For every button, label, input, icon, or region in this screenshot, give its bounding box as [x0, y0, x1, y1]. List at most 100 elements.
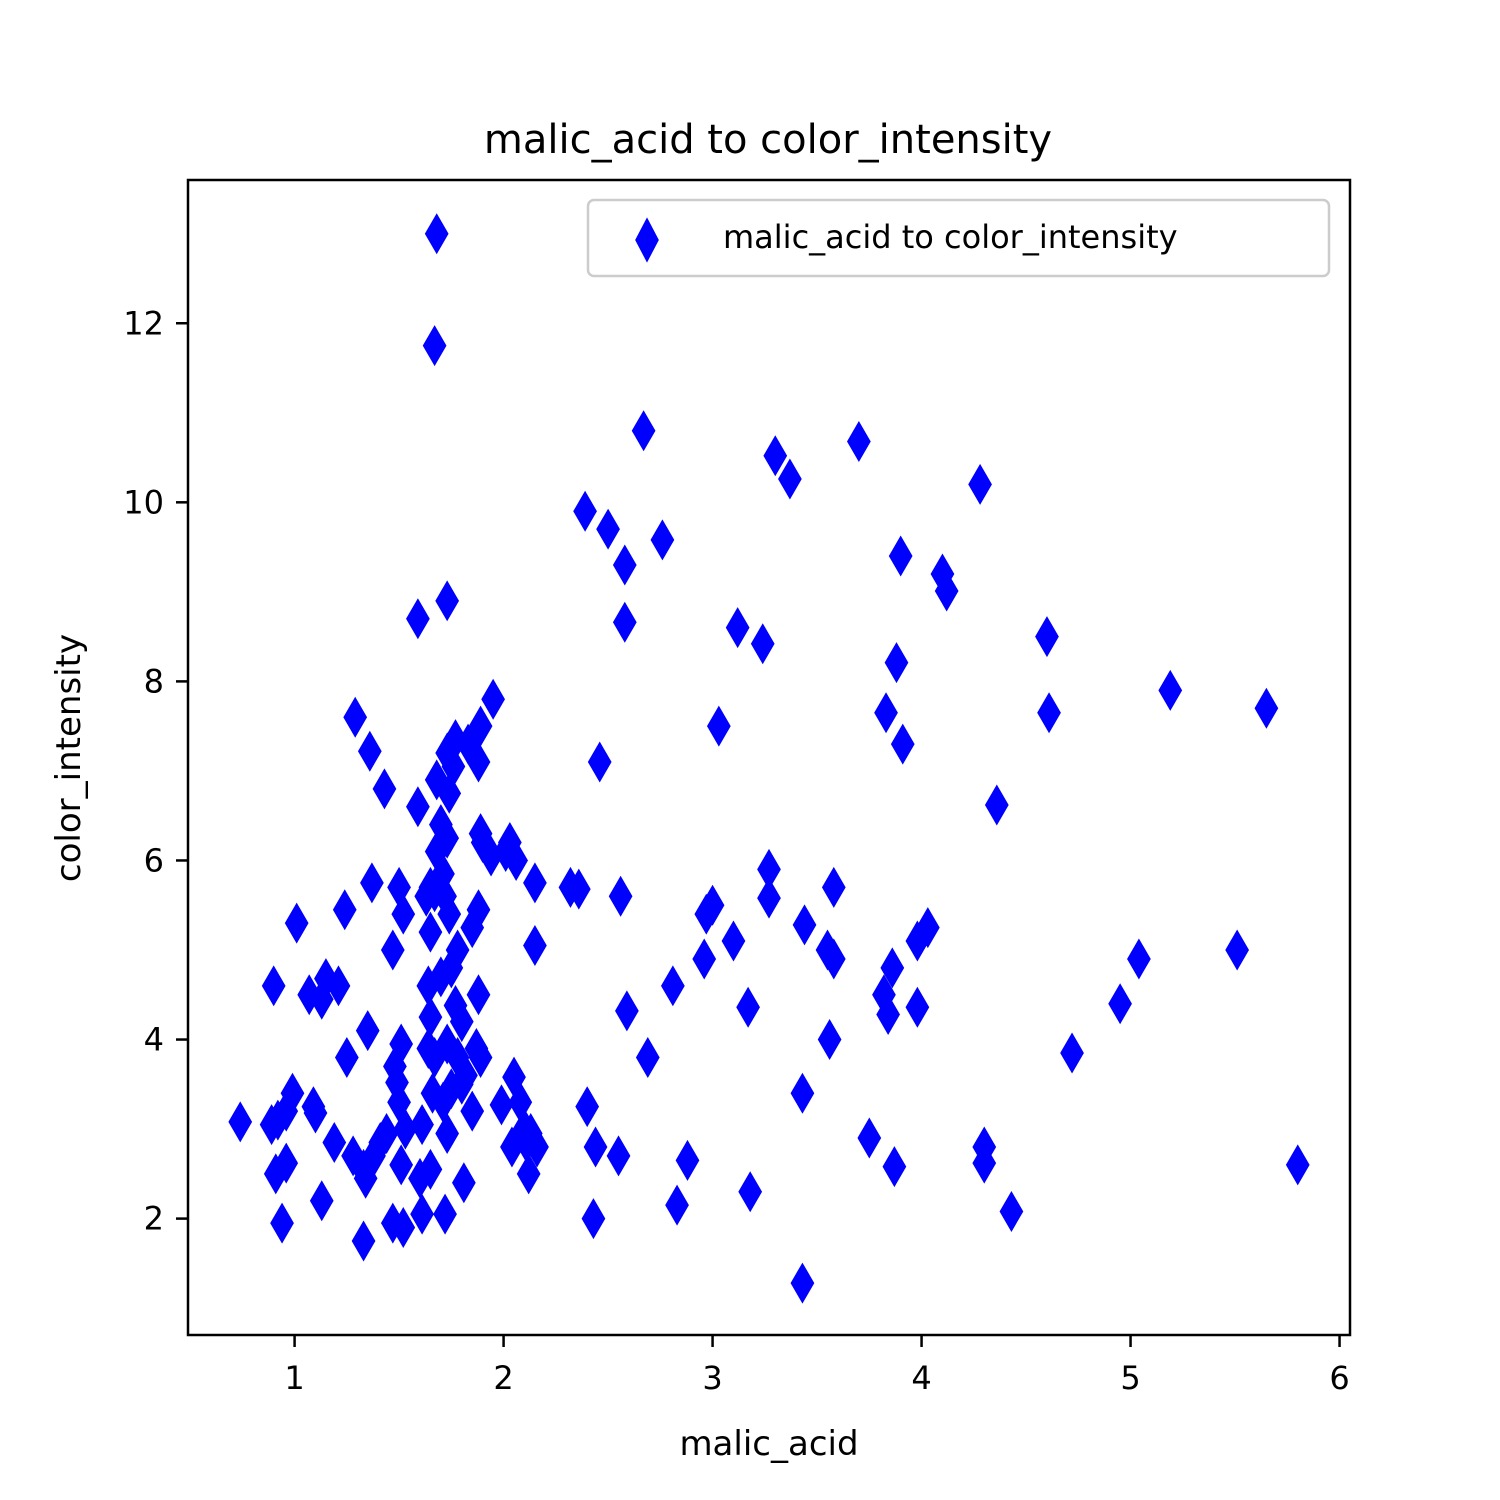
data-point [1254, 687, 1279, 729]
data-point [587, 741, 612, 783]
y-tick-label: 10 [123, 483, 164, 521]
data-point [418, 911, 443, 953]
data-point [736, 986, 760, 1028]
y-tick-label: 2 [144, 1200, 164, 1238]
data-point [884, 642, 909, 684]
data-point [504, 839, 528, 881]
data-point [606, 1135, 631, 1177]
data-point [792, 904, 817, 946]
data-point [303, 1092, 328, 1134]
data-point [1285, 1144, 1310, 1186]
data-point [228, 1101, 253, 1143]
plot-area-frame [186, 178, 1352, 1337]
data-point [406, 598, 430, 640]
data-point [523, 925, 547, 967]
data-point [1060, 1032, 1084, 1074]
data-point [882, 1146, 907, 1188]
data-point [334, 1036, 359, 1078]
data-point [391, 893, 416, 935]
data-point [612, 601, 637, 643]
data-point [738, 1171, 763, 1213]
data-point [972, 1142, 997, 1184]
data-point [391, 1207, 416, 1249]
data-point [372, 768, 397, 810]
data-point [414, 875, 439, 917]
legend-marker [635, 217, 659, 263]
data-point [583, 1126, 608, 1168]
data-point [1225, 929, 1250, 971]
data-point [660, 965, 685, 1007]
data-point [566, 868, 591, 910]
data-point [355, 1010, 380, 1052]
x-axis: 1 2 3 4 5 6 [284, 1335, 1350, 1397]
data-point [309, 1180, 334, 1222]
data-point [721, 920, 746, 962]
data-point [890, 723, 915, 765]
data-point [778, 458, 802, 500]
data-point [460, 907, 485, 949]
data-point [750, 623, 775, 665]
y-axis: 2 4 6 8 10 12 [123, 304, 188, 1238]
data-point [1127, 938, 1151, 980]
data-point [757, 877, 781, 919]
x-tick-label: 4 [911, 1359, 931, 1397]
x-tick-label: 6 [1329, 1359, 1349, 1397]
data-point [790, 1262, 815, 1304]
data-point [1108, 983, 1132, 1025]
data-point [357, 730, 382, 772]
data-point [380, 929, 405, 971]
data-point [435, 580, 460, 622]
data-point [437, 772, 462, 814]
data-point [612, 544, 637, 586]
x-tick-label: 2 [493, 1359, 513, 1397]
data-point [694, 893, 719, 935]
data-point [343, 696, 368, 738]
data-point [968, 463, 992, 505]
x-tick-label: 3 [702, 1359, 722, 1397]
chart-title: malic_acid to color_intensity [484, 117, 1052, 163]
data-point [389, 1144, 414, 1186]
data-point [420, 1072, 445, 1114]
data-point [635, 1036, 660, 1078]
data-point [418, 1148, 443, 1190]
data-point [261, 965, 286, 1007]
data-point [332, 889, 357, 931]
data-point [608, 875, 633, 917]
data-point [631, 410, 656, 452]
data-point [596, 508, 620, 550]
x-tick-label: 1 [284, 1359, 304, 1397]
data-point [424, 213, 449, 255]
data-point [410, 1104, 434, 1146]
data-point [675, 1139, 700, 1181]
data-point [351, 1220, 376, 1262]
x-axis-label: malic_acid [679, 1424, 858, 1464]
data-point [460, 1090, 485, 1132]
data-point [466, 974, 491, 1016]
data-point [523, 862, 547, 904]
legend: malic_acid to color_intensity [586, 198, 1331, 278]
data-point [857, 1117, 882, 1159]
points-layer [228, 213, 1310, 1304]
data-point [422, 325, 447, 367]
y-tick-label: 8 [144, 662, 164, 700]
data-point [406, 786, 430, 828]
data-point [821, 938, 846, 980]
data-point [650, 519, 675, 561]
data-point [665, 1184, 689, 1226]
data-point [433, 1193, 457, 1235]
data-point [263, 1153, 288, 1195]
legend-label: malic_acid to color_intensity [723, 218, 1178, 256]
legend-box [586, 198, 1331, 278]
data-point [309, 978, 334, 1020]
data-point [270, 1202, 294, 1244]
data-point [934, 570, 959, 612]
data-point [790, 1072, 815, 1114]
data-point [468, 1036, 493, 1078]
data-point [466, 741, 491, 783]
data-point [905, 920, 930, 962]
data-point [1035, 616, 1059, 658]
y-axis-label: color_intensity [49, 634, 89, 882]
data-point [905, 986, 930, 1028]
data-point [259, 1104, 284, 1146]
